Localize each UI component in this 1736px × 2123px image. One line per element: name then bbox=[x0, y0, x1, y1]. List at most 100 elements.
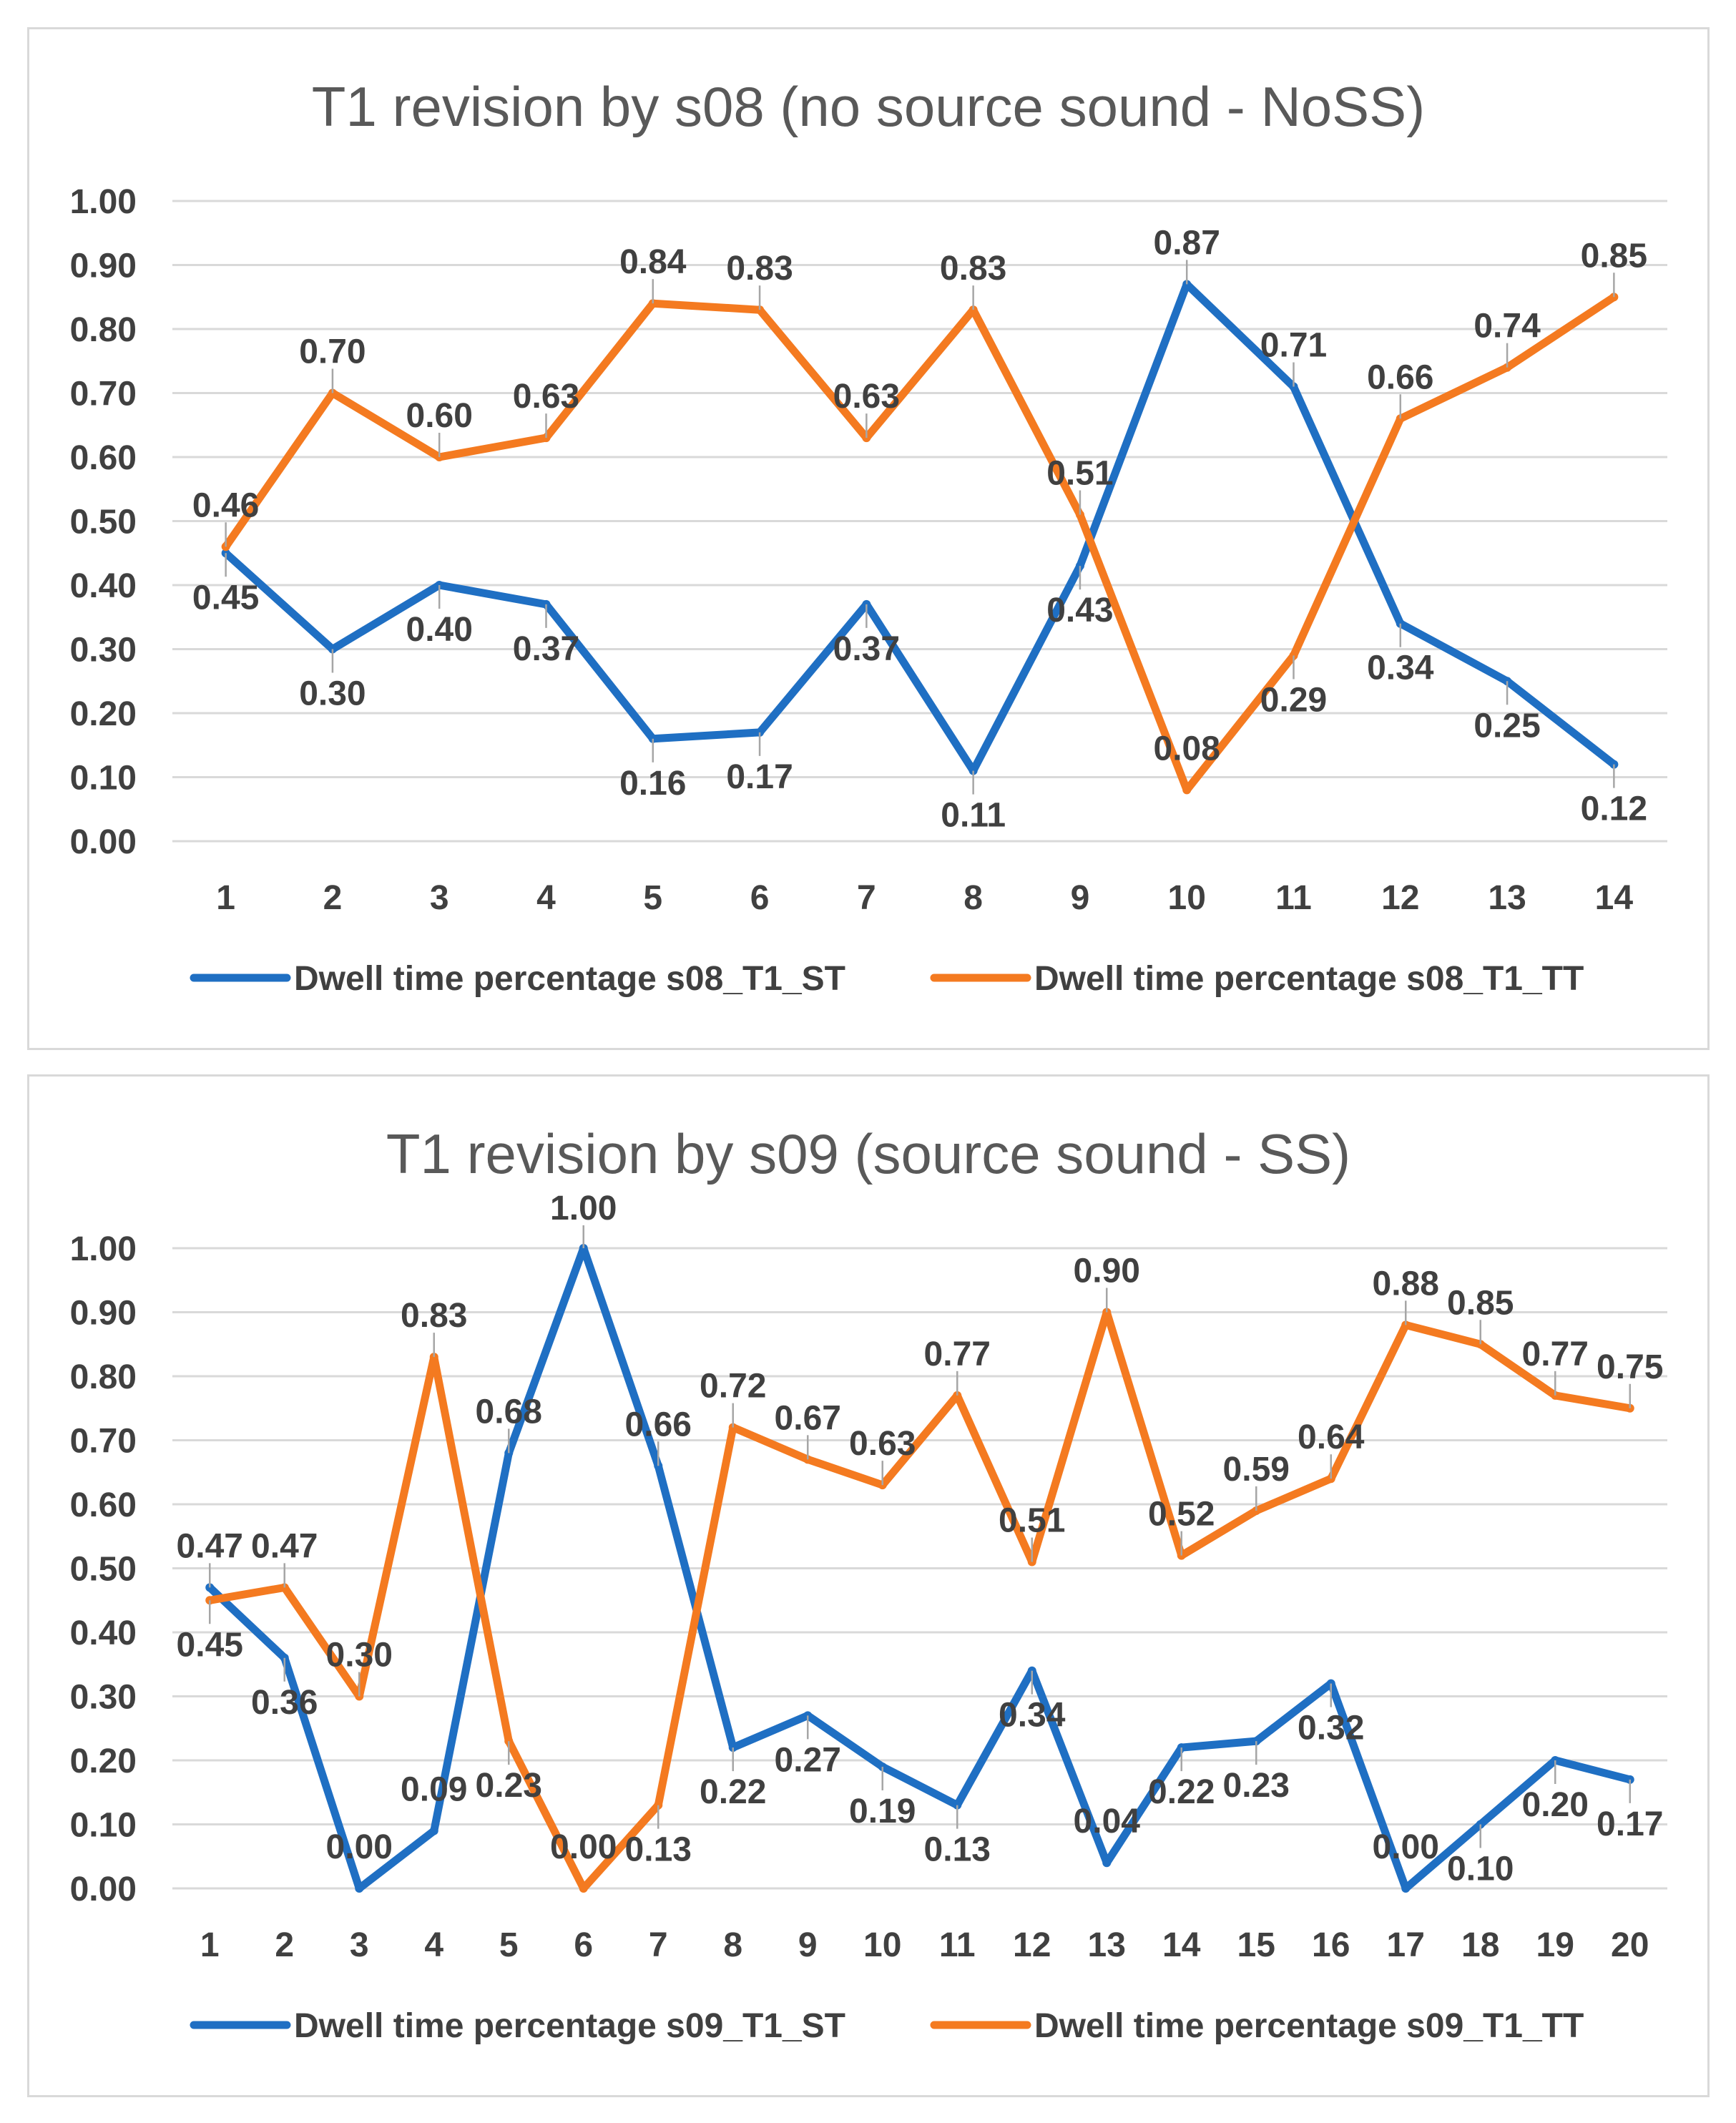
c0-series-1-label-9: 0.08 bbox=[1154, 730, 1220, 768]
c0-series-0-label-4: 0.16 bbox=[619, 765, 686, 803]
c0-legend-label-0: Dwell time percentage s08_T1_ST bbox=[294, 960, 845, 998]
c1-series-0-point-6 bbox=[654, 1461, 663, 1471]
c1-series-line-0 bbox=[205, 1244, 1634, 1893]
c0-y-tick-label-2: 0.20 bbox=[70, 695, 137, 733]
c0-legend-label-1: Dwell time percentage s08_T1_TT bbox=[1034, 960, 1584, 998]
c0-x-tick-label-13: 14 bbox=[1595, 879, 1634, 917]
c1-series-1-point-13 bbox=[1177, 1551, 1186, 1560]
c0-series-0-label-12: 0.25 bbox=[1473, 707, 1540, 745]
c1-series-1-point-5 bbox=[579, 1884, 588, 1893]
c1-x-tick-label-19: 20 bbox=[1611, 1926, 1649, 1964]
c1-series-0-label-1: 0.36 bbox=[251, 1684, 318, 1722]
c1-y-tick-label-1: 0.10 bbox=[70, 1807, 137, 1845]
c1-series-0-label-9: 0.19 bbox=[849, 1793, 916, 1830]
c1-y-tick-label-4: 0.40 bbox=[70, 1614, 137, 1652]
c0-x-tick-label-7: 8 bbox=[963, 879, 983, 917]
c0-y-tick-label-6: 0.60 bbox=[70, 439, 137, 477]
c0-series-1-label-10: 0.29 bbox=[1260, 681, 1327, 719]
chart-panel-s09: T1 revision by s09 (source sound - SS) 0.… bbox=[27, 1074, 1710, 2097]
c0-series-0-label-0: 0.45 bbox=[192, 579, 259, 617]
c0-series-0-label-11: 0.34 bbox=[1367, 649, 1434, 687]
c1-series-0-label-18: 0.20 bbox=[1522, 1786, 1589, 1824]
c1-x-tick-label-15: 16 bbox=[1312, 1926, 1350, 1964]
c1-series-1-label-0: 0.45 bbox=[177, 1626, 243, 1664]
c0-x-tick-label-4: 5 bbox=[643, 879, 662, 917]
c1-x-tick-label-1: 2 bbox=[275, 1926, 294, 1964]
chart-s08: T1 revision by s08 (no source sound - No… bbox=[70, 75, 1667, 998]
c0-series-1-point-9 bbox=[1182, 785, 1192, 795]
c1-series-0-point-0 bbox=[205, 1583, 215, 1592]
c0-x-tick-label-9: 10 bbox=[1168, 879, 1206, 917]
c1-y-tick-label-5: 0.50 bbox=[70, 1551, 137, 1589]
c0-y-tick-label-10: 1.00 bbox=[70, 183, 137, 221]
c1-y-tick-label-6: 0.60 bbox=[70, 1486, 137, 1524]
c1-series-1-label-4: 0.23 bbox=[476, 1767, 542, 1805]
c0-series-0-label-8: 0.43 bbox=[1046, 592, 1113, 629]
c0-x-tick-label-11: 12 bbox=[1381, 879, 1419, 917]
c1-series-1-point-16 bbox=[1401, 1320, 1411, 1330]
c0-y-tick-label-1: 0.10 bbox=[70, 760, 137, 798]
c1-x-tick-label-12: 13 bbox=[1088, 1926, 1126, 1964]
c1-series-0-label-12: 0.04 bbox=[1074, 1803, 1141, 1840]
c1-series-0-point-11 bbox=[1027, 1666, 1036, 1675]
c0-x-tick-label-12: 13 bbox=[1488, 879, 1526, 917]
c1-x-tick-label-13: 14 bbox=[1162, 1926, 1201, 1964]
chart-s09: T1 revision by s09 (source sound - SS) 0.… bbox=[70, 1122, 1667, 2045]
c1-series-1-point-1 bbox=[280, 1583, 289, 1592]
c1-x-tick-label-6: 7 bbox=[649, 1926, 668, 1964]
c1-x-tick-label-11: 12 bbox=[1013, 1926, 1051, 1964]
c1-y-tick-label-2: 0.20 bbox=[70, 1742, 137, 1780]
c1-series-0-label-16: 0.00 bbox=[1373, 1828, 1439, 1866]
c0-series-1-label-0: 0.46 bbox=[192, 486, 259, 524]
c1-series-1-label-15: 0.64 bbox=[1298, 1418, 1365, 1456]
c1-series-0-label-13: 0.22 bbox=[1148, 1773, 1215, 1811]
c0-series-1-label-7: 0.83 bbox=[940, 250, 1006, 288]
c1-series-1-label-8: 0.67 bbox=[775, 1399, 841, 1437]
c1-series-0-point-10 bbox=[953, 1800, 962, 1810]
c1-series-1-point-6 bbox=[654, 1800, 663, 1810]
c0-x-tick-label-6: 7 bbox=[857, 879, 876, 917]
c0-series-1-label-6: 0.63 bbox=[833, 378, 900, 416]
c0-series-1-label-4: 0.84 bbox=[619, 243, 687, 281]
c1-series-1-label-1: 0.47 bbox=[251, 1527, 318, 1565]
c1-x-tick-label-5: 6 bbox=[574, 1926, 593, 1964]
c0-series-1-label-1: 0.70 bbox=[299, 333, 366, 371]
c1-x-tick-label-4: 5 bbox=[499, 1926, 519, 1964]
c1-series-0-point-3 bbox=[429, 1826, 438, 1835]
c1-series-1-label-14: 0.59 bbox=[1223, 1451, 1290, 1489]
c0-series-0-label-1: 0.30 bbox=[299, 675, 366, 713]
c1-series-1-label-12: 0.90 bbox=[1074, 1252, 1140, 1290]
c1-series-0-label-0: 0.47 bbox=[177, 1527, 243, 1565]
c1-series-0-label-14: 0.23 bbox=[1223, 1767, 1290, 1805]
c0-x-tick-label-10: 11 bbox=[1275, 879, 1312, 917]
c0-series-1-label-11: 0.66 bbox=[1367, 358, 1433, 396]
c1-series-1-label-10: 0.77 bbox=[924, 1335, 991, 1373]
c1-series-0-point-14 bbox=[1252, 1737, 1261, 1746]
c1-x-tick-label-8: 9 bbox=[798, 1926, 818, 1964]
c1-series-1-label-19: 0.75 bbox=[1597, 1348, 1663, 1386]
c0-series-0-label-7: 0.11 bbox=[941, 797, 1006, 835]
c0-series-0-label-5: 0.17 bbox=[726, 758, 793, 796]
c0-series-0-label-10: 0.71 bbox=[1260, 327, 1327, 365]
c0-y-tick-label-3: 0.30 bbox=[70, 632, 137, 670]
c1-series-0-label-17: 0.10 bbox=[1447, 1850, 1514, 1888]
c1-x-tick-label-14: 15 bbox=[1237, 1926, 1275, 1964]
c1-series-1-label-16: 0.88 bbox=[1373, 1265, 1439, 1303]
c1-series-0-label-3: 0.09 bbox=[401, 1770, 467, 1808]
c1-series-1-label-11: 0.51 bbox=[999, 1502, 1065, 1540]
c1-series-1-label-17: 0.85 bbox=[1447, 1284, 1514, 1322]
c1-series-1-label-9: 0.63 bbox=[849, 1425, 916, 1463]
c0-x-tick-label-2: 3 bbox=[430, 879, 449, 917]
c0-y-tick-label-8: 0.80 bbox=[70, 311, 137, 349]
c1-y-tick-label-0: 0.00 bbox=[70, 1871, 137, 1908]
c1-legend-label-0: Dwell time percentage s09_T1_ST bbox=[294, 2007, 845, 2045]
c0-series-1-label-12: 0.74 bbox=[1473, 308, 1541, 345]
c1-series-1-label-6: 0.13 bbox=[625, 1831, 692, 1869]
c1-y-tick-label-7: 0.70 bbox=[70, 1423, 137, 1461]
c1-series-1-label-2: 0.30 bbox=[326, 1637, 393, 1675]
c0-series-0-label-6: 0.37 bbox=[833, 630, 900, 668]
c1-x-tick-label-17: 18 bbox=[1461, 1926, 1499, 1964]
c0-series-1-label-3: 0.63 bbox=[513, 378, 579, 416]
c1-y-tick-label-10: 1.00 bbox=[70, 1230, 137, 1268]
c0-y-tick-label-5: 0.50 bbox=[70, 504, 137, 541]
